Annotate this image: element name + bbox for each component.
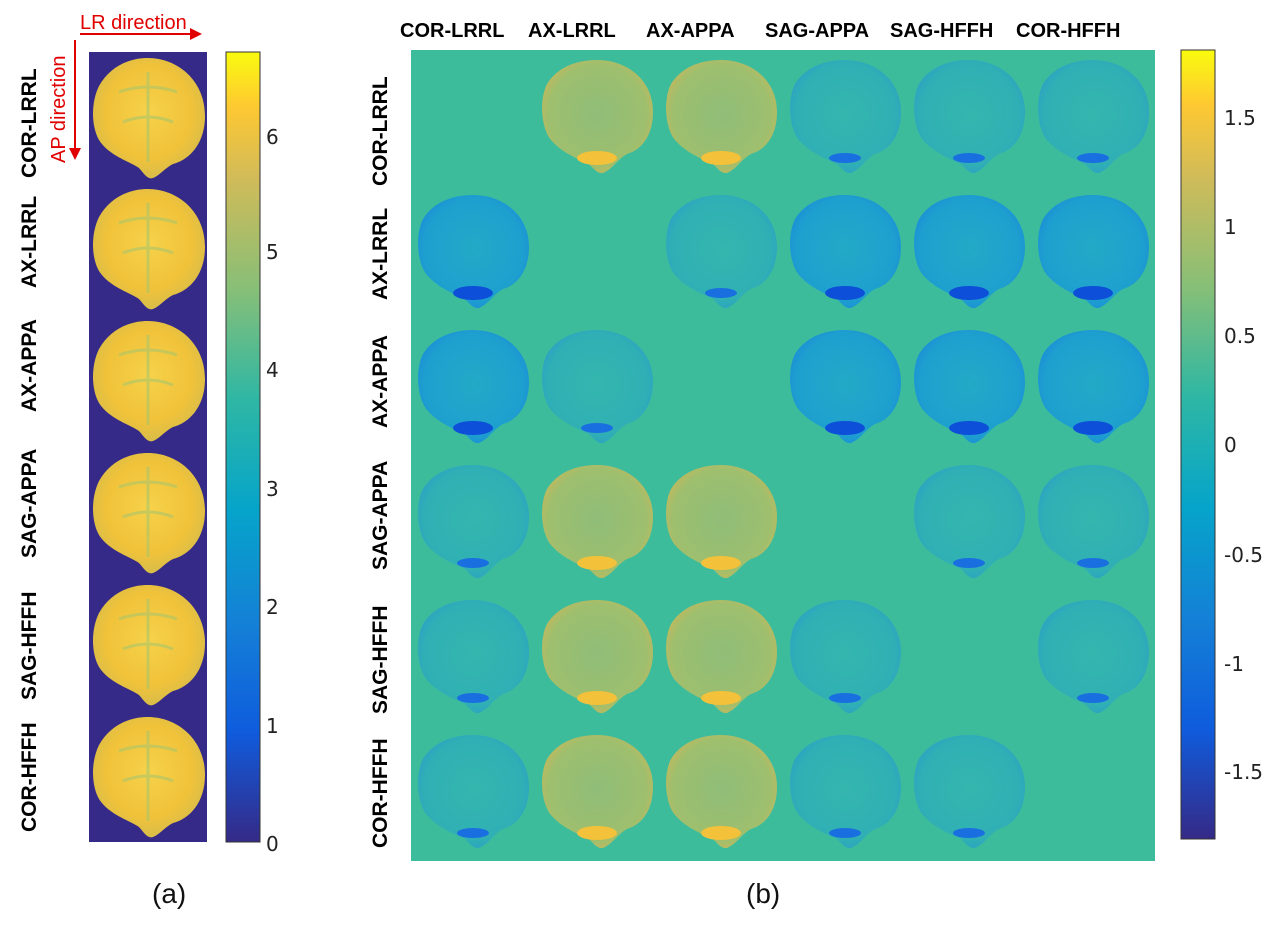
- brain-a-1: [93, 58, 205, 179]
- a-tick-3: 3: [266, 477, 279, 501]
- b-row-label-1: COR-LRRL: [369, 76, 392, 186]
- b-col-label-6: COR-HFFH: [1016, 20, 1121, 42]
- a-tick-1: 1: [266, 714, 279, 738]
- caption-b: (b): [746, 878, 781, 909]
- b-row-label-6: COR-HFFH: [369, 738, 392, 848]
- b-tick-neg-1-5: -1.5: [1224, 760, 1264, 784]
- a-row-label-6: COR-HFFH: [18, 722, 41, 832]
- b-row-label-4: SAG-APPA: [369, 460, 392, 570]
- a-row-label-1: COR-LRRL: [18, 68, 41, 178]
- a-tick-0: 0: [266, 832, 279, 856]
- a-row-label-3: AX-APPA: [18, 319, 41, 412]
- a-row-label-2: AX-LRRL: [18, 195, 41, 288]
- a-tick-5: 5: [266, 240, 279, 264]
- brain-strip-image: [89, 52, 207, 842]
- b-col-label-2: AX-LRRL: [528, 20, 616, 42]
- b-tick-0-5: 0.5: [1224, 324, 1256, 348]
- b-col-label-3: AX-APPA: [646, 20, 735, 42]
- b-tick-1-5: 1.5: [1224, 106, 1256, 130]
- brain-a-3: [93, 321, 205, 442]
- brain-a-4: [93, 453, 205, 574]
- b-tick-0: 0: [1224, 433, 1237, 457]
- b-row-label-3: AX-APPA: [369, 335, 392, 428]
- b-col-label-1: COR-LRRL: [400, 20, 505, 42]
- ap-arrow-icon: [69, 40, 81, 160]
- b-tick-1: 1: [1224, 215, 1237, 239]
- b-tick-neg-1: -1: [1224, 652, 1244, 676]
- brain-a-5: [93, 585, 205, 706]
- a-row-label-4: SAG-APPA: [18, 448, 41, 558]
- a-tick-6: 6: [266, 125, 279, 149]
- caption-a: (a): [152, 878, 187, 909]
- b-tick-neg-0-5: -0.5: [1224, 543, 1264, 567]
- colorbar-b: [1180, 49, 1216, 840]
- colorbar-a: [225, 51, 261, 843]
- a-tick-4: 4: [266, 358, 279, 382]
- b-col-label-4: SAG-APPA: [765, 20, 870, 42]
- b-row-label-5: SAG-HFFH: [369, 605, 392, 715]
- brain-a-6: [93, 717, 205, 838]
- brain-a-2: [93, 189, 205, 310]
- lr-arrow-icon: [80, 28, 202, 40]
- b-row-label-2: AX-LRRL: [369, 207, 392, 300]
- difference-matrix-image: [411, 50, 1155, 861]
- lr-direction-label: LR direction: [80, 12, 187, 34]
- b-col-label-5: SAG-HFFH: [890, 20, 994, 42]
- a-row-label-5: SAG-HFFH: [18, 591, 41, 701]
- a-tick-2: 2: [266, 595, 279, 619]
